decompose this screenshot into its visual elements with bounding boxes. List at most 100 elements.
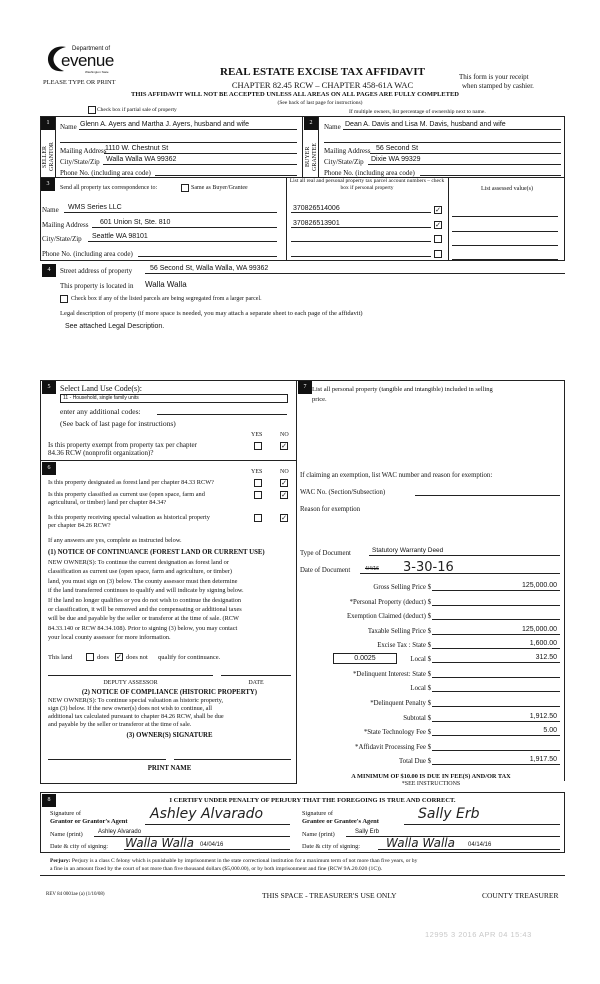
buyer-city-field[interactable]: Dixie WA 99329 xyxy=(371,156,421,163)
located-in-label: This property is located in xyxy=(60,282,134,290)
buyer-mail-field[interactable]: 56 Second St xyxy=(376,145,419,152)
exempt-no-checkbox-checked[interactable]: ✓ xyxy=(280,442,288,450)
assessed-header: List assessed value(s) xyxy=(481,186,533,192)
notice-compliance-heading: (2) NOTICE OF COMPLIANCE (HISTORIC PROPE… xyxy=(81,689,258,696)
personal-property-checkbox-checked[interactable]: ✓ xyxy=(434,206,442,214)
doc-type-field[interactable]: Statutory Warranty Deed xyxy=(372,547,444,554)
grantor-name-field[interactable]: Ashley Alvarado xyxy=(98,829,142,835)
seller-city-label: City/State/Zip xyxy=(60,158,100,166)
grantor-signature[interactable]: Ashley Alvarado xyxy=(150,806,264,822)
exempt-question: Is this property exempt from property ta… xyxy=(48,441,197,449)
gross-selling-field[interactable]: 125,000.00 xyxy=(521,582,557,589)
corr-city-field[interactable]: Seattle WA 98101 xyxy=(92,233,148,240)
this-land-label: This land xyxy=(48,654,73,661)
excise-state-field[interactable]: 1,600.00 xyxy=(529,640,557,647)
total-due-field[interactable]: 1,917.50 xyxy=(529,756,557,763)
receipt-text-2: when stamped by cashier. xyxy=(462,82,534,90)
seller-city-field[interactable]: Walla Walla WA 99362 xyxy=(106,156,177,163)
corr-city-label: City/State/Zip xyxy=(42,235,82,243)
processing-fee-field[interactable] xyxy=(432,750,560,751)
legal-description-field[interactable]: See attached Legal Description. xyxy=(65,323,165,330)
qualify-label: qualify for continuance. xyxy=(158,654,221,661)
forest-yes-checkbox[interactable] xyxy=(254,479,262,487)
grantee-name-field[interactable]: Sally Erb xyxy=(355,829,380,835)
taxable-selling-field[interactable]: 125,000.00 xyxy=(521,626,557,633)
delinquent-interest-local-field[interactable] xyxy=(432,691,560,692)
if-yes-text: If any answers are yes, complete as inst… xyxy=(48,537,182,544)
grantor-date-field[interactable]: 04/04/16 xyxy=(200,842,224,848)
exemption-claimed-field[interactable] xyxy=(432,619,560,620)
current-use-yes-checkbox[interactable] xyxy=(254,491,262,499)
parcel-number[interactable]: 370826514006 xyxy=(293,205,340,212)
delinquent-penalty-label: *Delinquent Penalty $ xyxy=(370,700,431,707)
personal-property-deduct-field[interactable] xyxy=(432,605,560,606)
exempt-question-2: 84.36 RCW (nonprofit organization)? xyxy=(48,449,154,457)
no-header: NO xyxy=(280,469,289,475)
grantee-agent-label: Grantee or Grantee's Agent xyxy=(302,818,379,825)
see-back-text: (See back of last page for instructions) xyxy=(277,100,363,106)
parcel-header: List all real and personal property tax … xyxy=(289,178,445,191)
seller-side xyxy=(40,116,56,178)
total-due-label: Total Due $ xyxy=(399,758,431,765)
personal-property-checkbox[interactable] xyxy=(434,235,442,243)
seller-mail-field[interactable]: 1110 W. Chestnut St xyxy=(105,145,169,152)
corr-name-field[interactable]: WMS Series LLC xyxy=(68,204,122,211)
does-qualify-checkbox[interactable] xyxy=(86,653,94,661)
partial-sale-checkbox[interactable] xyxy=(88,106,96,114)
buyer-phone-label[interactable]: Phone No. (including area code) xyxy=(324,169,415,177)
grantee-name-print-label: Name (print) xyxy=(302,831,335,838)
corr-mail-field[interactable]: 601 Union St, Ste. 810 xyxy=(100,219,171,226)
grantor-name-print-label: Name (print) xyxy=(50,831,83,838)
personal-property-checkbox-checked[interactable]: ✓ xyxy=(434,221,442,229)
local-rate-field[interactable]: 0.0025 xyxy=(333,653,397,664)
logo-swoosh-icon xyxy=(47,46,66,72)
delinquent-interest-state-field[interactable] xyxy=(432,677,560,678)
yes-header: YES xyxy=(251,432,263,438)
seller-side-label: SELLER GRANTOR xyxy=(42,142,55,172)
segregated-checkbox[interactable] xyxy=(60,295,68,303)
current-use-no-checkbox-checked[interactable]: ✓ xyxy=(280,491,288,499)
grantee-date-city-label: Date & city of signing: xyxy=(302,843,361,850)
notice-continuance-heading: (1) NOTICE OF CONTINUANCE (FOREST LAND O… xyxy=(48,549,265,556)
parcel-number[interactable]: 370826513901 xyxy=(293,220,340,227)
seller-name-field[interactable]: Glenn A. Ayers and Martha J. Ayers, husb… xyxy=(80,121,250,128)
form-revision: REV 84 0001ae (a) (1/10/08) xyxy=(46,892,105,897)
land-use-select[interactable]: 11 - Household, single family units xyxy=(60,394,288,403)
grantee-city-field[interactable]: Walla Walla xyxy=(386,836,455,850)
doc-date-field[interactable]: 3-30-16 xyxy=(403,560,454,575)
grantor-sig-label: Signature of xyxy=(50,810,81,817)
excise-local-field[interactable]: 312.50 xyxy=(535,654,557,661)
street-address-field[interactable]: 56 Second St, Walla Walla, WA 99362 xyxy=(150,265,269,272)
seller-phone-label[interactable]: Phone No. (including area code) xyxy=(60,169,151,177)
buyer-name-field[interactable]: Dean A. Davis and Lisa M. Davis, husband… xyxy=(345,121,506,128)
tech-fee-field[interactable]: 5.00 xyxy=(543,727,557,734)
exempt-yes-checkbox[interactable] xyxy=(254,442,262,450)
tech-fee-label: *State Technology Fee $ xyxy=(363,729,431,736)
historic-no-checkbox-checked[interactable]: ✓ xyxy=(280,514,288,522)
historic-yes-checkbox[interactable] xyxy=(254,514,262,522)
form-title: REAL ESTATE EXCISE TAX AFFIDAVIT xyxy=(220,66,425,78)
buyer-mail-label: Mailing Address xyxy=(324,147,371,155)
forest-no-checkbox-checked[interactable]: ✓ xyxy=(280,479,288,487)
notice-continuance-text: NEW OWNER(S): To continue the current de… xyxy=(48,559,244,642)
delinquent-penalty-field[interactable] xyxy=(432,706,560,707)
seller-name-label: Name xyxy=(60,123,77,131)
form-warning: THIS AFFIDAVIT WILL NOT BE ACCEPTED UNLE… xyxy=(131,91,459,98)
buyer-city-label: City/State/Zip xyxy=(324,158,364,166)
forest-land-question: Is this property designated as forest la… xyxy=(48,479,214,486)
exemption-claimed-label: Exemption Claimed (deduct) $ xyxy=(347,613,431,620)
buyer-side xyxy=(303,116,319,178)
grantee-signature[interactable]: Sally Erb xyxy=(418,806,480,822)
corr-phone-label[interactable]: Phone No. (including area code) xyxy=(42,250,133,258)
located-in-value[interactable]: Walla Walla xyxy=(145,280,187,289)
grantee-date-field[interactable]: 04/14/16 xyxy=(468,842,492,848)
delinquent-interest-local-label: Local $ xyxy=(410,685,431,692)
subtotal-field[interactable]: 1,912.50 xyxy=(529,713,557,720)
personal-property-checkbox[interactable] xyxy=(434,250,442,258)
reason-label: Reason for exemption xyxy=(300,506,361,513)
does-not-qualify-checkbox-checked[interactable]: ✓ xyxy=(115,653,123,661)
county-treasurer-label: COUNTY TREASURER xyxy=(482,891,559,900)
same-as-buyer-checkbox[interactable] xyxy=(181,184,189,192)
doc-date-label: Date of Document xyxy=(300,567,351,574)
grantor-city-field[interactable]: Walla Walla xyxy=(125,836,194,850)
